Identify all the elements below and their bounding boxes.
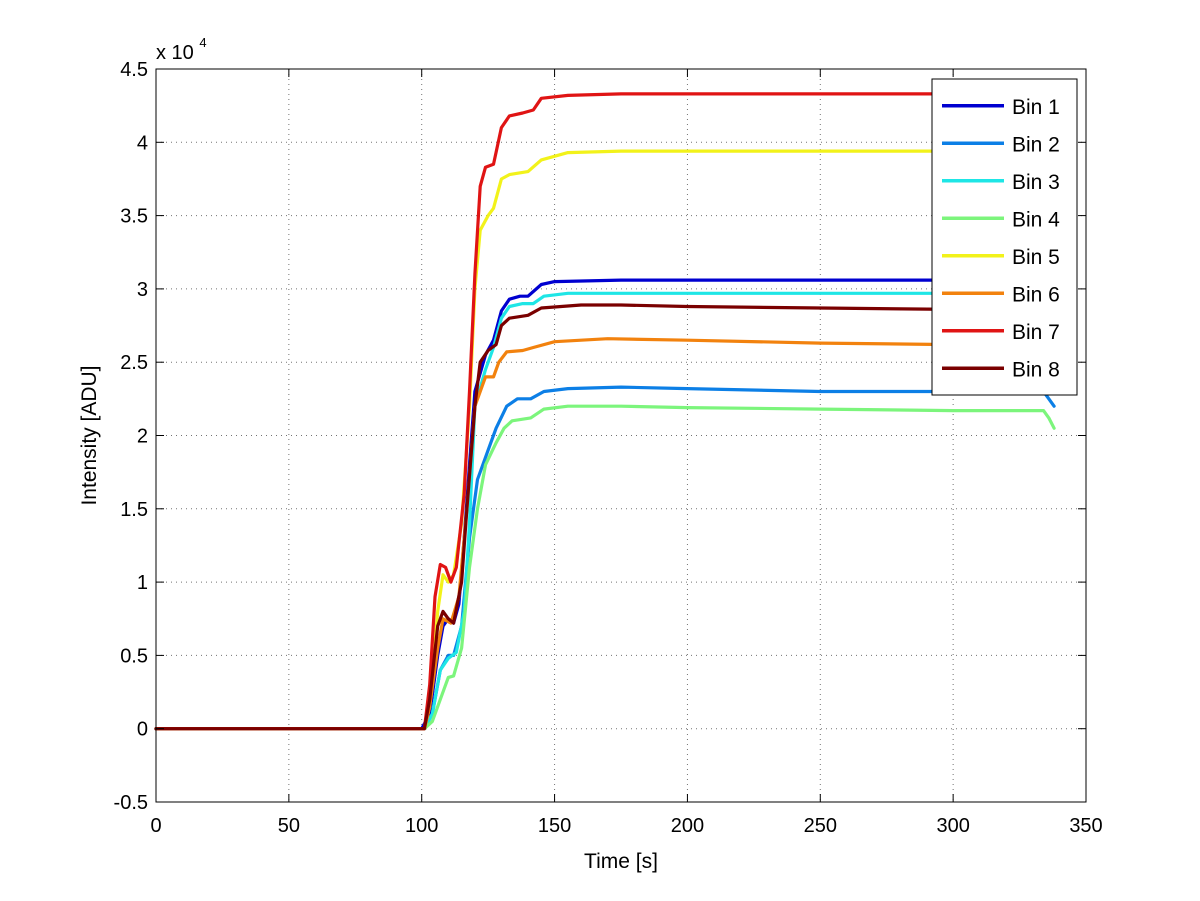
legend-box	[931, 78, 1078, 396]
y-multiplier-base: x 10	[156, 42, 194, 64]
series-line-bin-6	[154, 337, 1051, 731]
y-tick-label: 1	[137, 572, 148, 594]
x-tick-label: 50	[278, 815, 300, 837]
legend-item: Bin 1	[942, 96, 1060, 119]
series-line-bin-2	[154, 385, 1056, 731]
legend-item: Bin 4	[942, 208, 1060, 231]
series-line-bin-1	[154, 278, 1051, 731]
x-tick-label: 300	[936, 815, 969, 837]
y-tick-label: 3.5	[120, 206, 148, 228]
x-tick-label: 0	[150, 815, 161, 837]
legend-label: Bin 7	[1012, 321, 1060, 344]
y-tick-labels: -0.5 0 0.5 1 1.5 2 2.5 3 3.5 4 4.5	[114, 59, 148, 814]
x-tick-label: 100	[405, 815, 438, 837]
legend-label: Bin 8	[1012, 358, 1060, 381]
legend-label: Bin 2	[1012, 133, 1060, 156]
y-tick-label: 0.5	[120, 645, 148, 667]
y-multiplier-exponent: 4	[199, 35, 206, 50]
series-line-bin-7	[154, 92, 1051, 731]
series-line-bin-3	[154, 291, 1051, 731]
legend-item: Bin 6	[942, 283, 1060, 306]
legend-item: Bin 5	[942, 246, 1060, 269]
series-line-bin-8	[154, 303, 1051, 731]
x-tick-labels: 0 50 100 150 200 250 300 350	[150, 815, 1102, 837]
y-axis-multiplier: x 10 4	[156, 35, 207, 64]
x-tick-label: 200	[671, 815, 704, 837]
legend-label: Bin 6	[1012, 283, 1060, 306]
y-tick-label: 3	[137, 279, 148, 301]
legend-item: Bin 3	[942, 171, 1060, 194]
x-tick-label: 350	[1069, 815, 1102, 837]
legend: Bin 1 Bin 2 Bin 3 Bin 4 Bin 5 Bin 6 Bin 7 Bin 8	[931, 78, 1078, 396]
axis-ticks	[155, 68, 1087, 803]
x-tick-label: 250	[804, 815, 837, 837]
series-line-bin-5	[154, 149, 1051, 731]
y-tick-label: 2.5	[120, 352, 148, 374]
y-tick-label: 1.5	[120, 499, 148, 521]
legend-item: Bin 7	[942, 321, 1060, 344]
y-tick-label: -0.5	[114, 792, 148, 814]
legend-label: Bin 3	[1012, 171, 1060, 194]
legend-label: Bin 1	[1012, 96, 1060, 119]
y-tick-label: 4.5	[120, 59, 148, 81]
series-layer	[154, 92, 1056, 731]
y-tick-label: 4	[137, 132, 148, 154]
y-axis-label: Intensity [ADU]	[78, 365, 101, 505]
x-tick-label: 150	[538, 815, 571, 837]
legend-items: Bin 1 Bin 2 Bin 3 Bin 4 Bin 5 Bin 6 Bin 7 Bin 8	[942, 96, 1060, 381]
legend-item: Bin 2	[942, 133, 1060, 156]
legend-item: Bin 8	[942, 358, 1060, 381]
y-tick-label: 0	[137, 719, 148, 741]
legend-label: Bin 5	[1012, 246, 1060, 269]
legend-label: Bin 4	[1012, 208, 1060, 231]
series-line-bin-4	[154, 404, 1056, 731]
x-axis-label: Time [s]	[584, 850, 658, 873]
y-tick-label: 2	[137, 426, 148, 448]
